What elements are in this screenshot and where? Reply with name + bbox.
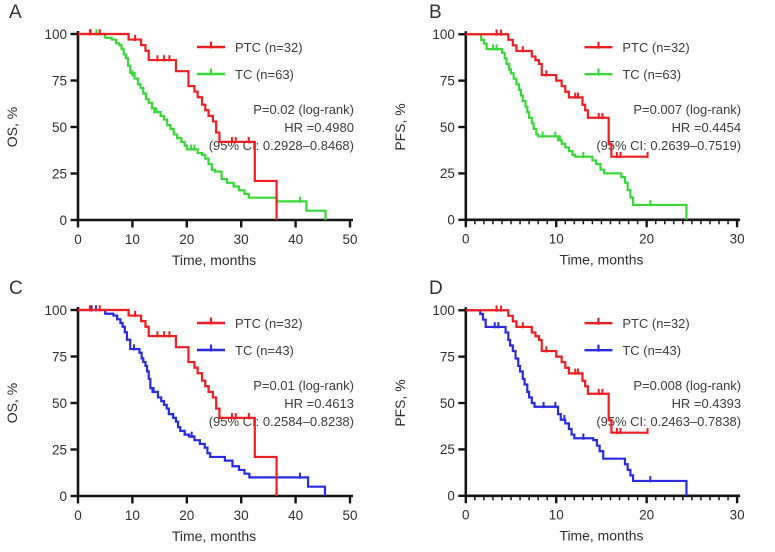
x-tick-label: 20 <box>639 232 654 247</box>
y-tick-label: 75 <box>52 349 67 364</box>
x-tick-label: 30 <box>730 232 745 247</box>
stats-line-2: HR =0.4980 <box>284 120 354 135</box>
stats-line-1: P=0.008 (log-rank) <box>633 378 741 393</box>
legend-label-ptc: PTC (n=32) <box>622 316 689 331</box>
y-tick-label: 100 <box>44 303 67 318</box>
y-tick-label: 50 <box>52 120 67 135</box>
x-tick-label: 10 <box>549 232 564 247</box>
km-curve-ptc <box>465 33 649 158</box>
legend-label-tc: TC (n=63) <box>622 67 681 82</box>
stats-line-1: P=0.007 (log-rank) <box>633 102 741 117</box>
km-curve-ptc <box>465 309 649 434</box>
panel-d-letter: D <box>429 278 444 299</box>
km-chart-d-pfs: 0 10 20 30 0 25 50 75 100 Time, months PFS, % PTC (… <box>392 303 745 544</box>
x-tick-label: 40 <box>288 508 303 523</box>
y-tick-label: 100 <box>432 27 454 42</box>
km-curve-tc <box>78 308 327 496</box>
x-tick-label: 20 <box>179 508 194 523</box>
y-tick-label: 25 <box>440 166 455 181</box>
x-tick-label: 20 <box>179 232 194 247</box>
y-tick-label: 0 <box>447 489 454 504</box>
y-tick-label: 50 <box>440 396 455 411</box>
stats-line-2: HR =0.4393 <box>672 396 742 411</box>
y-tick-label: 0 <box>447 213 454 228</box>
legend-label-tc: TC (n=43) <box>622 343 681 358</box>
legend-label-ptc: PTC (n=32) <box>622 40 689 55</box>
x-tick-label: 0 <box>462 508 469 523</box>
legend-label-ptc: PTC (n=32) <box>235 40 303 55</box>
x-axis-title: Time, months <box>172 252 256 268</box>
x-axis-title: Time, months <box>559 252 643 268</box>
stats-line-1: P=0.01 (log-rank) <box>253 378 354 393</box>
x-tick-label: 10 <box>125 232 140 247</box>
panel-c: C 0 10 20 30 40 50 0 25 50 75 100 Time, months OS, %… <box>0 276 388 552</box>
y-tick-label: 25 <box>52 166 67 181</box>
y-axis-title: OS, % <box>4 107 20 147</box>
y-tick-label: 100 <box>432 303 454 318</box>
stats-line-2: HR =0.4613 <box>284 396 354 411</box>
y-tick-label: 75 <box>440 349 455 364</box>
y-tick-label: 50 <box>440 120 455 135</box>
legend-label-tc: TC (n=43) <box>235 343 294 358</box>
y-axis-title: PFS, % <box>392 103 408 150</box>
y-axis-title: PFS, % <box>392 379 408 426</box>
x-tick-label: 10 <box>125 508 140 523</box>
km-chart-c-os: 0 10 20 30 40 50 0 25 50 75 100 Time, months OS, % PT… <box>4 303 358 544</box>
panel-b: B 0 10 20 30 0 25 50 75 100 Time, months PFS, % PTC… <box>388 0 775 276</box>
stats-line-3: (95% CI: 0.2463–0.7838) <box>596 414 741 429</box>
y-tick-label: 50 <box>52 396 67 411</box>
km-curve-tc <box>465 33 688 220</box>
stats-line-3: (95% CI: 0.2639–0.7519) <box>596 138 741 153</box>
x-tick-label: 50 <box>342 232 357 247</box>
x-axis-title: Time, months <box>559 528 643 544</box>
stats-line-1: P=0.02 (log-rank) <box>253 102 354 117</box>
stats-line-3: (95% CI: 0.2928–0.8468) <box>209 138 354 153</box>
x-tick-label: 30 <box>730 508 745 523</box>
km-curve-tc <box>78 32 327 220</box>
km-chart-a-os: 0 10 20 30 40 50 0 25 50 75 100 Time, months OS, % PT… <box>4 27 358 268</box>
legend-label-tc: TC (n=63) <box>235 67 294 82</box>
km-chart-b-pfs: 0 10 20 30 0 25 50 75 100 Time, months PFS, % PTC (… <box>392 27 745 268</box>
stats-line-2: HR =0.4454 <box>672 120 742 135</box>
x-tick-label: 0 <box>74 232 82 247</box>
panel-a-letter: A <box>9 2 23 23</box>
km-curve-ptc <box>78 32 278 220</box>
y-tick-label: 75 <box>52 73 67 88</box>
x-tick-label: 30 <box>234 232 249 247</box>
x-tick-label: 30 <box>234 508 249 523</box>
x-axis-title: Time, months <box>172 528 256 544</box>
x-tick-label: 20 <box>639 508 654 523</box>
y-tick-label: 0 <box>59 489 67 504</box>
panel-c-letter: C <box>9 278 24 299</box>
y-axis-title: OS, % <box>4 383 20 423</box>
y-tick-label: 0 <box>59 213 67 228</box>
panel-a: A 0 10 20 30 40 50 0 25 50 75 100 Time, months OS, %… <box>0 0 388 276</box>
x-tick-label: 0 <box>74 508 82 523</box>
y-tick-label: 75 <box>440 73 455 88</box>
y-tick-label: 100 <box>44 27 67 42</box>
x-tick-label: 50 <box>342 508 357 523</box>
panel-b-letter: B <box>429 2 443 23</box>
x-tick-label: 40 <box>288 232 303 247</box>
km-curve-ptc <box>78 308 278 496</box>
stats-line-3: (95% CI: 0.2584–0.8238) <box>209 414 354 429</box>
km-curve-tc <box>465 309 688 496</box>
x-tick-label: 0 <box>462 232 469 247</box>
y-tick-label: 25 <box>52 442 67 457</box>
panel-d: D 0 10 20 30 0 25 50 75 100 Time, months PFS, % PTC… <box>388 276 775 552</box>
x-tick-label: 10 <box>549 508 564 523</box>
legend-label-ptc: PTC (n=32) <box>235 316 303 331</box>
y-tick-label: 25 <box>440 442 455 457</box>
